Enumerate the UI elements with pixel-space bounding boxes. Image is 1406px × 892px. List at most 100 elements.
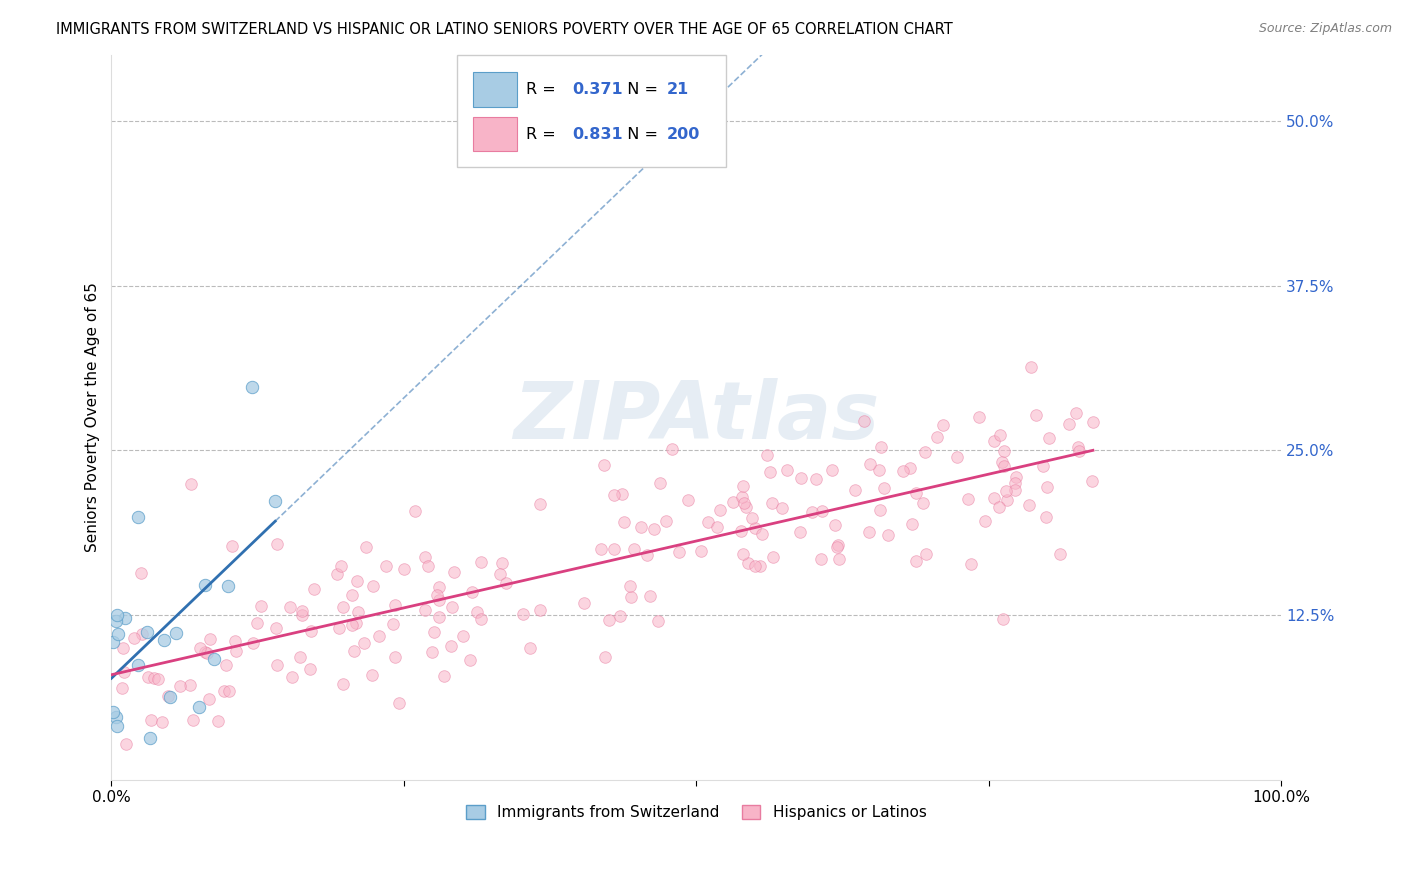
- Point: [404, 504, 426, 518]
- Point: [973, 514, 995, 528]
- Point: [188, 700, 211, 714]
- Point: [392, 562, 415, 576]
- Point: [1032, 459, 1054, 474]
- Point: [344, 616, 367, 631]
- Point: [790, 471, 813, 485]
- Point: [914, 445, 936, 459]
- Point: [593, 458, 616, 472]
- Text: 0.371: 0.371: [572, 82, 623, 96]
- Point: [142, 671, 165, 685]
- Point: [198, 632, 221, 646]
- Point: [136, 624, 159, 639]
- Point: [869, 463, 891, 477]
- Point: [194, 578, 217, 592]
- Point: [384, 650, 406, 665]
- Point: [264, 620, 287, 634]
- Point: [183, 713, 205, 727]
- Point: [636, 548, 658, 562]
- Point: [529, 603, 551, 617]
- Point: [111, 641, 134, 656]
- Point: [623, 541, 645, 556]
- Point: [591, 541, 613, 556]
- Point: [824, 517, 846, 532]
- Point: [993, 443, 1015, 458]
- Point: [744, 558, 766, 573]
- Point: [648, 476, 671, 491]
- Point: [733, 479, 755, 493]
- Point: [495, 576, 517, 591]
- Point: [844, 483, 866, 497]
- Point: [470, 555, 492, 569]
- Point: [661, 442, 683, 457]
- Point: [733, 547, 755, 561]
- Point: [668, 544, 690, 558]
- Point: [180, 477, 202, 491]
- Point: [111, 681, 134, 695]
- Point: [988, 500, 1011, 514]
- Point: [751, 527, 773, 541]
- Point: [1057, 417, 1080, 431]
- Point: [101, 635, 124, 649]
- Point: [302, 582, 325, 596]
- Text: N =: N =: [617, 82, 664, 96]
- Point: [127, 510, 149, 524]
- Point: [762, 550, 785, 565]
- Point: [374, 559, 396, 574]
- Point: [735, 500, 758, 515]
- Point: [620, 590, 643, 604]
- Text: 200: 200: [668, 127, 700, 142]
- Point: [281, 670, 304, 684]
- Point: [959, 557, 981, 571]
- Point: [877, 528, 900, 542]
- Point: [245, 615, 267, 630]
- Point: [957, 491, 980, 506]
- Text: R =: R =: [526, 127, 561, 142]
- Point: [291, 604, 314, 618]
- Point: [801, 505, 824, 519]
- Point: [249, 599, 271, 614]
- Point: [983, 434, 1005, 448]
- Point: [748, 558, 770, 573]
- Point: [891, 464, 914, 478]
- Point: [1005, 470, 1028, 484]
- Point: [859, 457, 882, 471]
- Point: [291, 608, 314, 623]
- Point: [723, 495, 745, 509]
- Point: [388, 696, 411, 710]
- Text: 21: 21: [668, 82, 689, 96]
- Text: ZIPAtlas: ZIPAtlas: [513, 378, 880, 457]
- Point: [423, 624, 446, 639]
- Point: [299, 624, 322, 638]
- Point: [420, 645, 443, 659]
- Point: [609, 608, 631, 623]
- Point: [731, 490, 754, 504]
- Point: [898, 461, 921, 475]
- Point: [443, 566, 465, 580]
- Point: [212, 683, 235, 698]
- Point: [426, 588, 449, 602]
- Point: [440, 639, 463, 653]
- Point: [384, 599, 406, 613]
- Text: 0.831: 0.831: [572, 127, 623, 142]
- Text: R =: R =: [526, 82, 561, 96]
- Point: [470, 612, 492, 626]
- Point: [690, 544, 713, 558]
- Point: [991, 612, 1014, 626]
- Point: [157, 689, 180, 703]
- Point: [915, 547, 938, 561]
- Point: [1081, 416, 1104, 430]
- Point: [215, 658, 238, 673]
- Point: [983, 491, 1005, 505]
- Point: [152, 633, 174, 648]
- Point: [993, 459, 1015, 474]
- Point: [1035, 510, 1057, 524]
- Point: [427, 609, 450, 624]
- Point: [139, 731, 162, 746]
- Point: [853, 414, 876, 428]
- Point: [381, 616, 404, 631]
- Point: [332, 676, 354, 690]
- Point: [207, 714, 229, 728]
- Point: [299, 662, 322, 676]
- Point: [433, 669, 456, 683]
- Point: [146, 672, 169, 686]
